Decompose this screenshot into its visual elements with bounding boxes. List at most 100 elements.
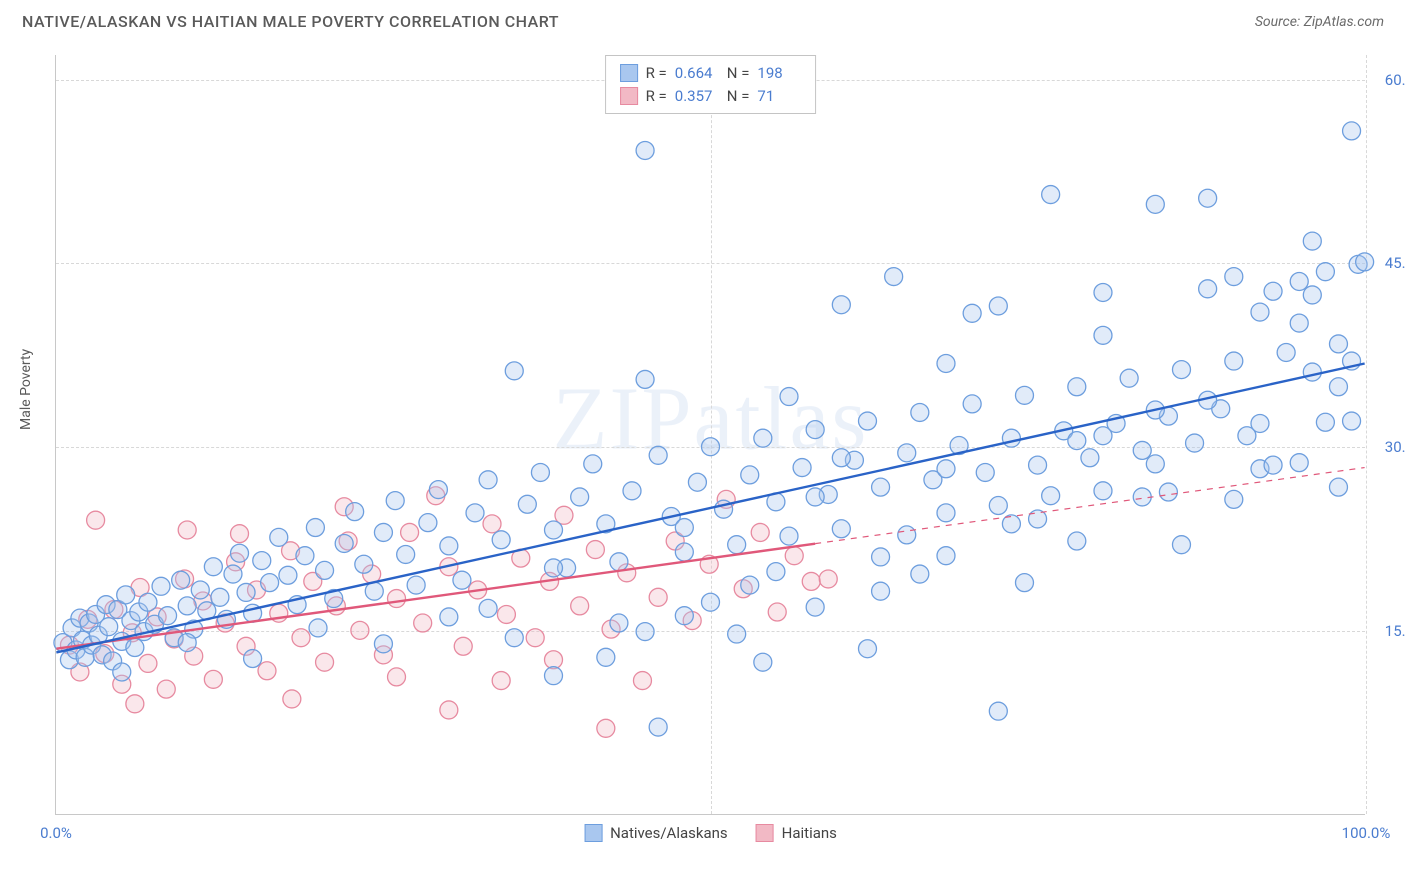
y-tick-label: 30.0% xyxy=(1370,438,1406,456)
source-prefix: Source: xyxy=(1255,14,1304,30)
data-point xyxy=(126,695,144,713)
data-point xyxy=(479,471,497,489)
x-tick-label: 0.0% xyxy=(40,824,72,842)
data-point xyxy=(454,637,472,655)
data-point xyxy=(545,521,563,539)
data-point xyxy=(898,526,916,544)
data-point xyxy=(1172,536,1190,554)
data-point xyxy=(741,576,759,594)
data-point xyxy=(1290,454,1308,472)
data-point xyxy=(989,297,1007,315)
legend-row-natives: R = 0.664 N = 198 xyxy=(620,62,802,85)
data-point xyxy=(139,593,157,611)
y-tick-label: 60.0% xyxy=(1370,71,1406,89)
data-point xyxy=(505,362,523,380)
data-point xyxy=(1290,314,1308,332)
data-point xyxy=(780,527,798,545)
data-point xyxy=(388,668,406,686)
legend-n-value-natives: 198 xyxy=(757,62,801,85)
correlation-legend: R = 0.664 N = 198 R = 0.357 N = 71 xyxy=(605,55,817,114)
data-point xyxy=(429,481,447,499)
data-point xyxy=(1002,515,1020,533)
data-point xyxy=(1042,487,1060,505)
data-point xyxy=(793,459,811,477)
legend-r-label: R = xyxy=(646,62,667,85)
data-point xyxy=(1329,478,1347,496)
data-point xyxy=(139,654,157,672)
data-point xyxy=(768,603,786,621)
data-point xyxy=(806,421,824,439)
data-point xyxy=(518,495,536,513)
data-point xyxy=(497,605,515,623)
data-point xyxy=(754,429,772,447)
data-point xyxy=(584,455,602,473)
data-point xyxy=(989,497,1007,515)
data-point xyxy=(1029,510,1047,528)
data-point xyxy=(374,635,392,653)
data-point xyxy=(636,370,654,388)
y-tick-label: 45.0% xyxy=(1370,254,1406,272)
data-point xyxy=(1264,456,1282,474)
legend-r-label-2: R = xyxy=(646,85,667,108)
data-point xyxy=(832,520,850,538)
data-point xyxy=(610,614,628,632)
data-point xyxy=(414,614,432,632)
series-legend: Natives/Alaskans Haitians xyxy=(584,824,837,842)
data-point xyxy=(492,531,510,549)
data-point xyxy=(1199,189,1217,207)
data-point xyxy=(571,488,589,506)
data-point xyxy=(316,561,334,579)
data-point xyxy=(279,566,297,584)
data-point xyxy=(1329,335,1347,353)
data-point xyxy=(204,670,222,688)
data-point xyxy=(253,552,271,570)
legend-r-value-haitians: 0.357 xyxy=(675,85,719,108)
data-point xyxy=(355,555,373,573)
series-swatch-haitians xyxy=(756,824,774,842)
legend-swatch-haitians xyxy=(620,87,638,105)
data-point xyxy=(492,672,510,690)
data-point xyxy=(466,504,484,522)
legend-n-label-2: N = xyxy=(727,85,750,108)
legend-r-value-natives: 0.664 xyxy=(675,62,719,85)
data-point xyxy=(309,619,327,637)
x-tick-label: 100.0% xyxy=(1342,824,1391,842)
data-point xyxy=(365,582,383,600)
data-point xyxy=(675,607,693,625)
data-point xyxy=(754,653,772,671)
data-point xyxy=(675,543,693,561)
data-point xyxy=(937,355,955,373)
data-point xyxy=(335,534,353,552)
data-point xyxy=(832,449,850,467)
data-point xyxy=(231,525,249,543)
data-point xyxy=(306,519,324,537)
data-point xyxy=(1120,369,1138,387)
legend-row-haitians: R = 0.357 N = 71 xyxy=(620,85,802,108)
data-point xyxy=(440,537,458,555)
data-point xyxy=(1068,432,1086,450)
data-point xyxy=(1042,186,1060,204)
series-legend-natives: Natives/Alaskans xyxy=(584,824,728,842)
data-point xyxy=(989,702,1007,720)
data-point xyxy=(1251,303,1269,321)
data-point xyxy=(859,412,877,430)
data-point xyxy=(859,640,877,658)
data-point xyxy=(937,547,955,565)
data-point xyxy=(113,663,131,681)
data-point xyxy=(780,388,798,406)
data-point xyxy=(1225,352,1243,370)
x-gridline xyxy=(1366,55,1367,814)
data-point xyxy=(419,514,437,532)
data-point xyxy=(1290,272,1308,290)
series-label-natives: Natives/Alaskans xyxy=(610,824,728,842)
data-point xyxy=(479,599,497,617)
data-point xyxy=(316,653,334,671)
data-point xyxy=(296,547,314,565)
data-point xyxy=(963,304,981,322)
legend-n-label: N = xyxy=(727,62,750,85)
data-point xyxy=(159,607,177,625)
data-point xyxy=(1159,483,1177,501)
data-point xyxy=(688,473,706,491)
data-point xyxy=(1146,455,1164,473)
data-point xyxy=(1225,490,1243,508)
